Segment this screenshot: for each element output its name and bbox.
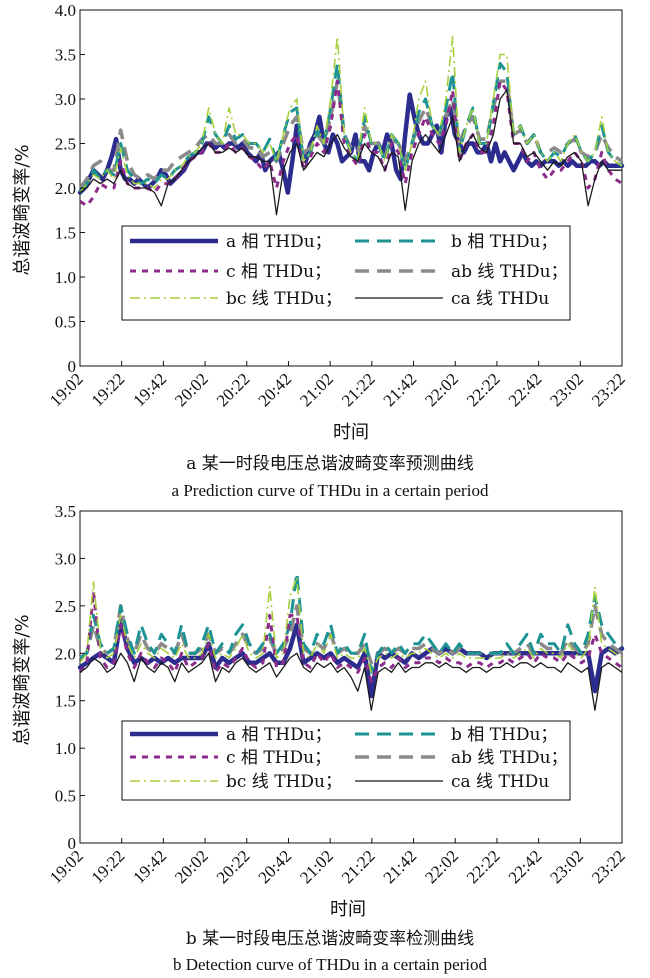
- chart-b-xtick-label: 19:42: [129, 846, 170, 887]
- chart-b-ytick-label: 2.0: [55, 644, 76, 663]
- chart-b-xtick-label: 23:22: [588, 846, 629, 887]
- chart-a-legend-label-5: ca 线 THDu: [451, 289, 549, 309]
- chart-b-legend-label-3: ab 线 THDu；: [451, 748, 568, 768]
- chart-a-xtick-label: 21:22: [338, 369, 379, 410]
- chart-b-legend-label-4: bc 线 THDu；: [226, 772, 342, 792]
- chart-b-legend: a 相 THDu； b 相 THDu； c 相 THDu； ab 线 THDu； bc …: [121, 720, 571, 801]
- chart-a-xtick-label: 20:02: [171, 369, 212, 410]
- chart-a-xtick-label: 19:42: [129, 369, 170, 410]
- chart-b-frame: [79, 510, 623, 844]
- chart-a-caption-en: a Prediction curve of THDu in a certain …: [172, 481, 489, 500]
- chart-a-legend-label-3: ab 线 THDu；: [451, 262, 568, 282]
- chart-b-series-line-5: [79, 652, 623, 711]
- chart-a-ytick-label: 0.5: [55, 313, 76, 332]
- chart-b-xtick-label: 19:22: [88, 846, 129, 887]
- chart-b-ytick-label: 3.0: [55, 549, 76, 568]
- chart-b-xlabel: 时间: [330, 899, 366, 920]
- chart-b-ytick-label: 1.5: [55, 692, 76, 711]
- chart-b: 00.51.01.52.02.53.03.519:02 19:22 19:42 20:…: [12, 502, 629, 974]
- chart-b-ytick-label: 1.0: [55, 739, 76, 758]
- chart-a-ytick-label: 2.0: [55, 179, 76, 198]
- chart-a-xtick-label: 23:22: [588, 369, 629, 410]
- chart-a-xlabel: 时间: [333, 422, 369, 443]
- chart-a-xtick-label: 22:42: [505, 369, 546, 410]
- chart-b-xtick-label: 23:02: [546, 846, 587, 887]
- chart-a-ytick-label: 1.5: [55, 224, 76, 243]
- chart-a-caption-cn: a 某一时段电压总谐波畸变率预测曲线: [186, 454, 474, 474]
- chart-a-legend: a 相 THDu； b 相 THDu； c 相 THDu； ab 线 THDu； bc …: [121, 225, 571, 321]
- chart-b-series-line-2: [78, 590, 623, 684]
- chart-b-xtick-label: 22:42: [505, 846, 546, 887]
- chart-a-legend-label-0: a 相 THDu；: [226, 232, 332, 252]
- chart-b-ylabel: 总谐波畸变率/%: [12, 614, 33, 745]
- chart-b-series-line-0: [77, 617, 625, 699]
- chart-a-legend-label-4: bc 线 THDu；: [226, 289, 342, 309]
- chart-a-ytick-label: 2.5: [55, 135, 76, 154]
- chart-b-ytick-label: 2.5: [55, 597, 76, 616]
- chart-b-ytick-label: 3.5: [55, 502, 76, 521]
- chart-b-xtick-label: 22:22: [463, 846, 504, 887]
- chart-b-legend-label-0: a 相 THDu；: [226, 725, 332, 745]
- chart-a-xtick-label: 21:42: [380, 369, 421, 410]
- chart-b-ytick-label: 0.5: [55, 787, 76, 806]
- chart-a-ytick-label: 1.0: [55, 268, 76, 287]
- chart-a-series-line-5: [79, 89, 623, 216]
- chart-a-ytick-label: 0: [68, 357, 77, 376]
- chart-b-caption-cn: b 某一时段电压总谐波畸变率检测曲线: [186, 929, 474, 949]
- chart-a-series-group: [77, 35, 625, 216]
- chart-b-xtick-label: 20:02: [171, 846, 212, 887]
- chart-b-xtick-label: 20:42: [254, 846, 295, 887]
- chart-b-legend-label-5: ca 线 THDu: [451, 772, 549, 792]
- chart-b-xtick-label: 22:02: [421, 846, 462, 887]
- chart-b-ytick-label: 0: [68, 834, 77, 853]
- chart-b-caption-en: b Detection curve of THDu in a certain p…: [173, 955, 488, 974]
- chart-a-xtick-label: 19:22: [88, 369, 129, 410]
- chart-a: 0 0.5 1.0 1.5 2.0 2.5 3.0 3.5 4.0 19:02 19:22 19:42…: [12, 1, 629, 500]
- chart-b-xtick-label: 21:22: [338, 846, 379, 887]
- chart-a-ytick-label: 4.0: [55, 1, 76, 20]
- chart-a-axes: 0 0.5 1.0 1.5 2.0 2.5 3.0 3.5 4.0 19:02 19:22 19:42…: [46, 1, 629, 410]
- chart-b-legend-label-2: c 相 THDu；: [226, 748, 331, 768]
- chart-a-ylabel: 总谐波畸变率/%: [12, 144, 33, 275]
- chart-b-axes: 00.51.01.52.02.53.03.519:02 19:22 19:42 20:…: [46, 502, 629, 887]
- chart-a-xtick-label: 22:02: [421, 369, 462, 410]
- chart-b-legend-label-1: b 相 THDu；: [451, 725, 557, 745]
- chart-a-xtick-label: 19:02: [46, 369, 87, 410]
- chart-b-xtick-label: 20:22: [213, 846, 254, 887]
- chart-a-ytick-label: 3.5: [55, 46, 76, 65]
- chart-b-series-line-1: [79, 571, 623, 674]
- chart-a-xtick-label: 21:02: [296, 369, 337, 410]
- chart-a-xtick-label: 20:22: [213, 369, 254, 410]
- chart-b-xtick-label: 21:02: [296, 846, 337, 887]
- chart-a-legend-label-2: c 相 THDu；: [226, 262, 331, 282]
- chart-b-series-line-4: [79, 576, 623, 674]
- chart-a-series-line-0: [77, 92, 625, 195]
- chart-a-series-line-4: [79, 35, 623, 193]
- chart-a-xtick-label: 20:42: [254, 369, 295, 410]
- chart-a-legend-label-1: b 相 THDu；: [451, 232, 557, 252]
- chart-b-xtick-label: 21:42: [380, 846, 421, 887]
- chart-a-ytick-label: 3.0: [55, 90, 76, 109]
- chart-a-xtick-label: 23:02: [546, 369, 587, 410]
- chart-b-series-group: [77, 571, 625, 711]
- chart-b-xtick-label: 19:02: [46, 846, 87, 887]
- chart-a-xtick-label: 22:22: [463, 369, 504, 410]
